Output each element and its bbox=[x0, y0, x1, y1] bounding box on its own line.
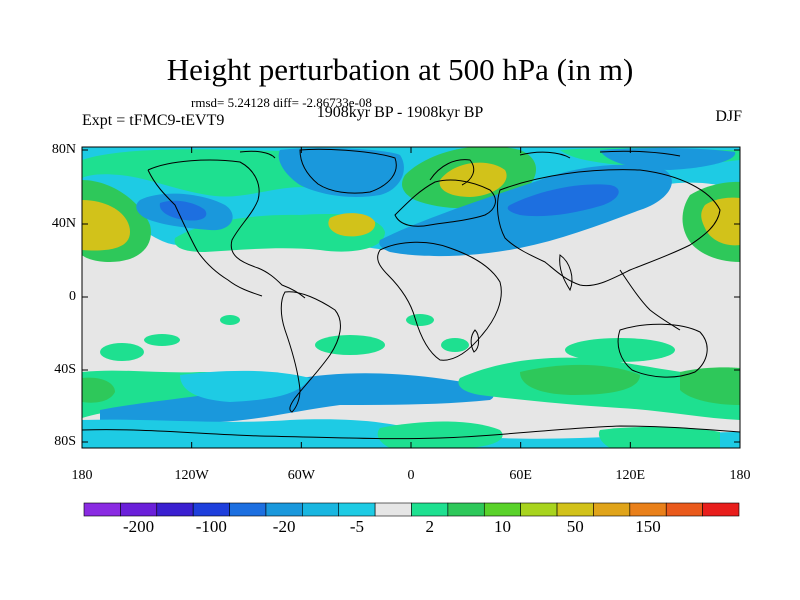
coast-madagascar bbox=[470, 329, 480, 353]
contour-atlantic-yellow bbox=[328, 213, 376, 237]
colorbar-swatch bbox=[192, 502, 230, 517]
colorbar-label: 50 bbox=[566, 517, 584, 536]
coast-india bbox=[559, 254, 573, 292]
contour-asia-darkblue bbox=[507, 184, 619, 217]
contour-na-darkblue bbox=[159, 200, 207, 221]
coast-australia bbox=[617, 323, 708, 378]
contour-tropics-7 bbox=[220, 315, 240, 325]
period-label: 1908kyr BP - 1908kyr BP bbox=[316, 104, 484, 121]
colorbar-swatch bbox=[156, 502, 194, 517]
coast-africa bbox=[377, 241, 502, 361]
colorbar-label: -20 bbox=[272, 517, 296, 536]
y-tick-label: 80S bbox=[54, 434, 76, 449]
coastlines bbox=[82, 148, 740, 440]
y-tick-label: 0 bbox=[69, 289, 76, 304]
colorbar-swatch bbox=[629, 502, 667, 517]
colorbar-swatch bbox=[447, 502, 485, 517]
x-tick-label: 120E bbox=[615, 468, 646, 483]
colorbar-swatch bbox=[302, 502, 340, 517]
colorbar-swatch bbox=[265, 502, 303, 517]
contour-sh-green-right bbox=[680, 367, 740, 405]
colorbar-label: -200 bbox=[122, 517, 155, 536]
plot-title: Height perturbation at 500 hPa (in m) bbox=[166, 52, 634, 87]
experiment-label: Expt = tFMC9-tEVT9 bbox=[82, 112, 225, 129]
coast-antarctica bbox=[82, 425, 740, 440]
contour-sh-blue-light bbox=[180, 370, 310, 402]
colorbar-swatch bbox=[520, 502, 558, 517]
coast-europe bbox=[394, 179, 496, 227]
contour-sh-green-dark bbox=[520, 364, 640, 395]
colorbar-label: 150 bbox=[635, 517, 661, 536]
y-tick-label: 40N bbox=[51, 216, 76, 231]
contour-antarctic-green2 bbox=[598, 426, 720, 448]
coast-asia bbox=[497, 169, 721, 287]
contour-antarctic-green bbox=[377, 421, 503, 448]
contour-tropics-4 bbox=[406, 314, 434, 326]
coast-south-america bbox=[280, 291, 341, 413]
field-layer bbox=[82, 147, 740, 448]
contour-pacific-yellow-right bbox=[701, 197, 740, 246]
colorbar-label: -100 bbox=[195, 517, 227, 536]
season-label: DJF bbox=[715, 108, 742, 125]
colorbar-swatch bbox=[374, 502, 412, 517]
contour-sh-blue-1 bbox=[100, 373, 494, 427]
colorbar bbox=[83, 502, 740, 517]
colorbar-swatch bbox=[665, 502, 703, 517]
colorbar-swatch bbox=[411, 502, 449, 517]
coast-north-america-west bbox=[147, 169, 263, 297]
contour-siberia-blue bbox=[600, 147, 736, 170]
contour-europe-yellow bbox=[439, 162, 507, 197]
colorbar-swatch bbox=[483, 502, 521, 517]
colorbar-swatch bbox=[229, 502, 267, 517]
colorbar-swatch bbox=[702, 502, 740, 517]
contour-greenland-blue bbox=[278, 148, 404, 197]
contour-tropics-6 bbox=[565, 338, 675, 362]
coast-arctic-islands bbox=[239, 150, 681, 159]
y-tick-label: 40S bbox=[54, 362, 76, 377]
colorbar-label: 10 bbox=[493, 517, 511, 536]
x-tick-label: 60E bbox=[509, 468, 532, 483]
contour-tropics-5 bbox=[441, 338, 469, 352]
colorbar-swatch bbox=[120, 502, 158, 517]
x-tick-label: 180 bbox=[729, 468, 751, 483]
colorbar-label: 2 bbox=[425, 517, 434, 536]
coast-scandinavia bbox=[429, 159, 475, 186]
colorbar-swatch bbox=[556, 502, 594, 517]
colorbar-swatch bbox=[338, 502, 376, 517]
colorbar-swatch bbox=[83, 502, 121, 517]
colorbar-label: -5 bbox=[349, 517, 364, 536]
axis-ticks bbox=[81, 147, 741, 448]
contour-pacific-yellow-left bbox=[82, 200, 130, 251]
x-tick-label: 60W bbox=[287, 468, 315, 483]
coast-greenland bbox=[299, 148, 397, 194]
coast-north-america bbox=[147, 159, 306, 299]
stats-line: rmsd= 5.24128 diff= -2.86733e-08 bbox=[191, 95, 372, 110]
x-tick-label: 180 bbox=[71, 468, 93, 483]
x-tick-label: 120W bbox=[174, 468, 209, 483]
contour-tropics-2 bbox=[144, 334, 180, 346]
contour-tropics-1 bbox=[100, 343, 144, 361]
contour-sh-green-2 bbox=[82, 377, 115, 403]
y-tick-label: 80N bbox=[51, 142, 76, 157]
x-tick-label: 0 bbox=[407, 468, 415, 483]
colorbar-swatch bbox=[593, 502, 631, 517]
contour-tropics-3 bbox=[315, 335, 385, 355]
